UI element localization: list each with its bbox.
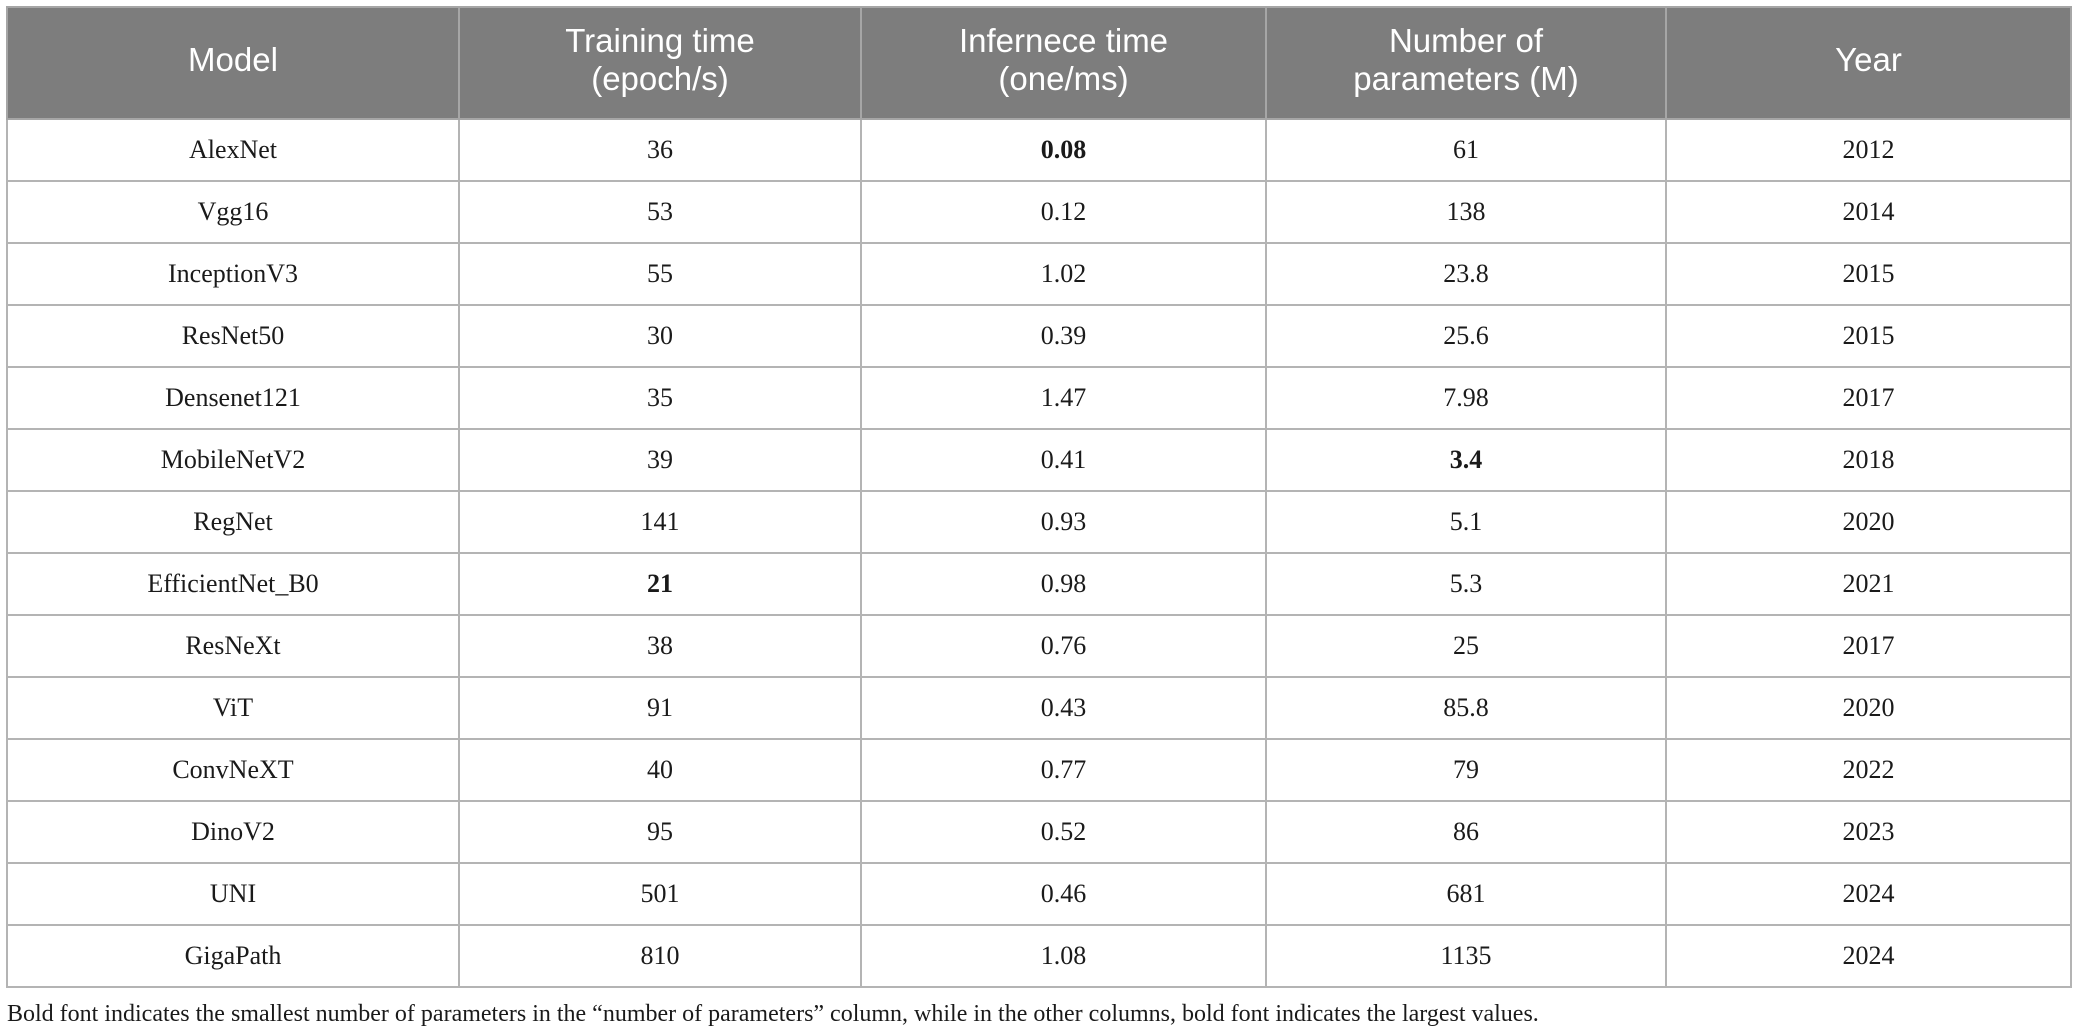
cell-training-time: 40 xyxy=(458,738,862,802)
cell-training-time: 501 xyxy=(458,862,862,926)
table-row: GigaPath 810 1.08 1135 2024 xyxy=(6,924,2072,988)
cell-inference-time: 0.52 xyxy=(860,800,1267,864)
table-row: ResNet50 30 0.39 25.6 2015 xyxy=(6,304,2072,368)
cell-parameters: 23.8 xyxy=(1265,242,1667,306)
cell-parameters: 1135 xyxy=(1265,924,1667,988)
table-row: MobileNetV2 39 0.41 3.4 2018 xyxy=(6,428,2072,492)
cell-parameters: 85.8 xyxy=(1265,676,1667,740)
cell-inference-time: 0.39 xyxy=(860,304,1267,368)
cell-inference-time: 0.08 xyxy=(860,118,1267,182)
cell-model: ResNeXt xyxy=(6,614,460,678)
header-year: Year xyxy=(1665,6,2072,120)
cell-year: 2024 xyxy=(1665,862,2072,926)
cell-inference-time: 0.46 xyxy=(860,862,1267,926)
cell-model: ViT xyxy=(6,676,460,740)
cell-year: 2022 xyxy=(1665,738,2072,802)
cell-year: 2023 xyxy=(1665,800,2072,864)
table-footnote: Bold font indicates the smallest number … xyxy=(7,1001,1539,1027)
table-row: EfficientNet_B0 21 0.98 5.3 2021 xyxy=(6,552,2072,616)
cell-model: ConvNeXT xyxy=(6,738,460,802)
header-model: Model xyxy=(6,6,460,120)
cell-inference-time: 0.12 xyxy=(860,180,1267,244)
cell-inference-time: 0.77 xyxy=(860,738,1267,802)
table-header: Model Training time (epoch/s) Infernece … xyxy=(6,6,2072,120)
cell-training-time: 30 xyxy=(458,304,862,368)
cell-model: Vgg16 xyxy=(6,180,460,244)
table-row: Densenet121 35 1.47 7.98 2017 xyxy=(6,366,2072,430)
cell-year: 2021 xyxy=(1665,552,2072,616)
cell-inference-time: 0.93 xyxy=(860,490,1267,554)
header-number-of-parameters: Number of parameters (M) xyxy=(1265,6,1667,120)
cell-training-time: 55 xyxy=(458,242,862,306)
cell-parameters: 3.4 xyxy=(1265,428,1667,492)
cell-model: DinoV2 xyxy=(6,800,460,864)
table-row: AlexNet 36 0.08 61 2012 xyxy=(6,118,2072,182)
cell-year: 2015 xyxy=(1665,304,2072,368)
cell-training-time: 95 xyxy=(458,800,862,864)
cell-parameters: 79 xyxy=(1265,738,1667,802)
cell-model: Densenet121 xyxy=(6,366,460,430)
cell-year: 2015 xyxy=(1665,242,2072,306)
table-row: RegNet 141 0.93 5.1 2020 xyxy=(6,490,2072,554)
table-row: UNI 501 0.46 681 2024 xyxy=(6,862,2072,926)
header-row: Model Training time (epoch/s) Infernece … xyxy=(6,6,2072,120)
cell-inference-time: 1.02 xyxy=(860,242,1267,306)
cell-parameters: 61 xyxy=(1265,118,1667,182)
table-row: InceptionV3 55 1.02 23.8 2015 xyxy=(6,242,2072,306)
cell-training-time: 35 xyxy=(458,366,862,430)
cell-year: 2017 xyxy=(1665,614,2072,678)
cell-year: 2020 xyxy=(1665,676,2072,740)
cell-year: 2014 xyxy=(1665,180,2072,244)
model-comparison-table: Model Training time (epoch/s) Infernece … xyxy=(6,6,2072,988)
cell-model: EfficientNet_B0 xyxy=(6,552,460,616)
cell-training-time: 21 xyxy=(458,552,862,616)
table-row: ViT 91 0.43 85.8 2020 xyxy=(6,676,2072,740)
cell-training-time: 36 xyxy=(458,118,862,182)
table-row: DinoV2 95 0.52 86 2023 xyxy=(6,800,2072,864)
table-body: AlexNet 36 0.08 61 2012 Vgg16 53 0.12 138 2014 Inc… xyxy=(6,118,2072,988)
cell-parameters: 86 xyxy=(1265,800,1667,864)
cell-training-time: 38 xyxy=(458,614,862,678)
cell-model: ResNet50 xyxy=(6,304,460,368)
cell-year: 2024 xyxy=(1665,924,2072,988)
cell-training-time: 39 xyxy=(458,428,862,492)
cell-model: UNI xyxy=(6,862,460,926)
table-row: ResNeXt 38 0.76 25 2017 xyxy=(6,614,2072,678)
cell-parameters: 681 xyxy=(1265,862,1667,926)
table-row: Vgg16 53 0.12 138 2014 xyxy=(6,180,2072,244)
cell-inference-time: 0.98 xyxy=(860,552,1267,616)
table-row: ConvNeXT 40 0.77 79 2022 xyxy=(6,738,2072,802)
model-comparison-table-container: Model Training time (epoch/s) Infernece … xyxy=(6,6,2072,988)
cell-inference-time: 0.76 xyxy=(860,614,1267,678)
cell-model: MobileNetV2 xyxy=(6,428,460,492)
cell-parameters: 5.1 xyxy=(1265,490,1667,554)
cell-year: 2018 xyxy=(1665,428,2072,492)
cell-year: 2020 xyxy=(1665,490,2072,554)
header-training-time: Training time (epoch/s) xyxy=(458,6,862,120)
cell-training-time: 141 xyxy=(458,490,862,554)
cell-training-time: 91 xyxy=(458,676,862,740)
cell-parameters: 138 xyxy=(1265,180,1667,244)
cell-parameters: 7.98 xyxy=(1265,366,1667,430)
cell-training-time: 53 xyxy=(458,180,862,244)
cell-inference-time: 0.41 xyxy=(860,428,1267,492)
cell-inference-time: 1.47 xyxy=(860,366,1267,430)
cell-inference-time: 1.08 xyxy=(860,924,1267,988)
cell-parameters: 25.6 xyxy=(1265,304,1667,368)
cell-training-time: 810 xyxy=(458,924,862,988)
cell-parameters: 5.3 xyxy=(1265,552,1667,616)
cell-year: 2017 xyxy=(1665,366,2072,430)
cell-model: GigaPath xyxy=(6,924,460,988)
cell-parameters: 25 xyxy=(1265,614,1667,678)
cell-model: InceptionV3 xyxy=(6,242,460,306)
cell-inference-time: 0.43 xyxy=(860,676,1267,740)
cell-model: RegNet xyxy=(6,490,460,554)
cell-model: AlexNet xyxy=(6,118,460,182)
cell-year: 2012 xyxy=(1665,118,2072,182)
header-inference-time: Infernece time (one/ms) xyxy=(860,6,1267,120)
